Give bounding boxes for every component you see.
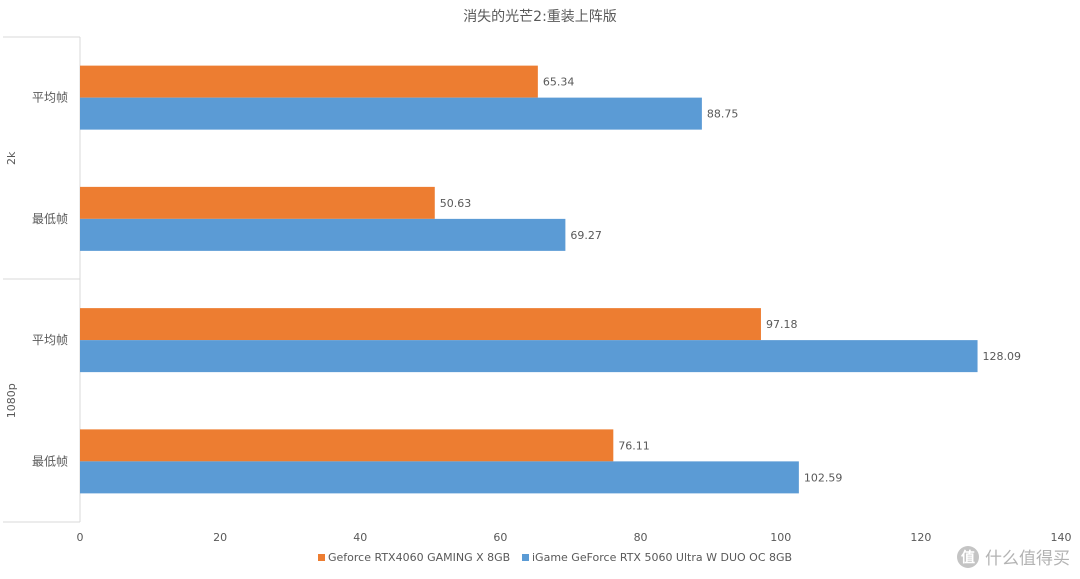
- group-label: 1080p: [5, 383, 18, 418]
- data-label: 50.63: [440, 197, 472, 210]
- bar-rtx4060: [80, 186, 435, 219]
- data-label: 102.59: [804, 471, 843, 484]
- data-label: 88.75: [707, 108, 739, 121]
- category-label: 最低帧: [32, 212, 68, 226]
- x-tick-label: 0: [77, 531, 84, 544]
- bar-rtx4060: [80, 429, 614, 462]
- bar-rtx5060: [80, 340, 978, 373]
- legend-label: Geforce RTX4060 GAMING X 8GB: [328, 551, 510, 564]
- watermark-text: 什么值得买: [985, 549, 1070, 569]
- bar-rtx4060: [80, 308, 761, 341]
- data-label: 128.09: [983, 350, 1022, 363]
- legend-swatch: [318, 554, 325, 561]
- legend-label: iGame GeForce RTX 5060 Ultra W DUO OC 8G…: [532, 551, 792, 564]
- category-label: 平均帧: [32, 333, 68, 347]
- bar-rtx5060: [80, 97, 702, 130]
- legend-swatch: [522, 554, 529, 561]
- category-label: 平均帧: [32, 91, 68, 105]
- x-tick-label: 100: [770, 531, 791, 544]
- data-label: 69.27: [570, 229, 602, 242]
- x-tick-label: 40: [353, 531, 367, 544]
- watermark-logo-icon: 值: [957, 545, 979, 568]
- bar-rtx5060: [80, 461, 799, 494]
- data-label: 65.34: [543, 76, 575, 89]
- chart-title: 消失的光芒2:重装上阵版: [463, 9, 617, 25]
- bar-rtx5060: [80, 218, 566, 251]
- x-tick-label: 140: [1051, 531, 1072, 544]
- category-label: 最低帧: [32, 454, 68, 468]
- x-tick-label: 120: [910, 531, 931, 544]
- x-tick-label: 60: [493, 531, 507, 544]
- bar-rtx4060: [80, 65, 538, 98]
- group-label: 2k: [5, 151, 18, 165]
- watermark: 值 什么值得买: [957, 544, 1070, 569]
- x-tick-label: 80: [634, 531, 648, 544]
- data-label: 97.18: [766, 318, 798, 331]
- x-tick-label: 20: [213, 531, 227, 544]
- data-label: 76.11: [618, 439, 650, 452]
